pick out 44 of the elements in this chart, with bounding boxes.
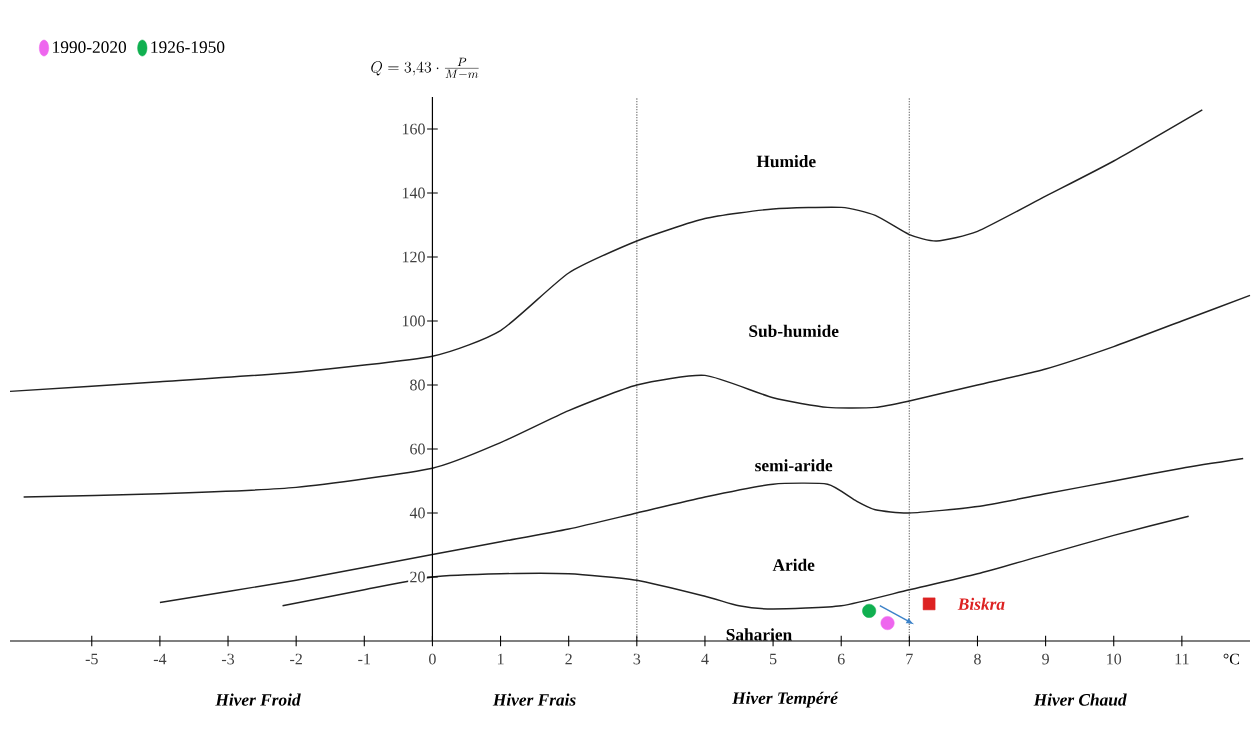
x-tick-label: 9	[1042, 653, 1049, 665]
legend-label: 1926-1950	[151, 41, 225, 53]
text: Hiver Froid	[215, 693, 301, 706]
annotation: Sub-humide	[749, 324, 839, 338]
line-series	[9, 109, 1204, 393]
y-tick-label: 140	[402, 187, 425, 199]
x-tick-label: -2	[290, 653, 302, 665]
legend-label: 1990-2020	[53, 41, 127, 53]
chart-title: $Q = 3{,}43 \cdot \frac{P}{M - m}$	[371, 57, 479, 78]
x-tick-label: -1	[358, 653, 370, 665]
x-axis-title: °C	[1223, 653, 1240, 665]
x-tick-label: 2	[565, 653, 572, 665]
point	[862, 603, 877, 618]
text: Hiver Tempéré	[732, 691, 839, 708]
x-tick-label: 0	[429, 653, 436, 665]
y-tick-label: 120	[402, 251, 425, 263]
x-tick-label: 7	[906, 653, 913, 665]
y-tick-label: 80	[410, 379, 425, 391]
annotation: Humide	[756, 155, 816, 168]
annotation: Aride	[772, 558, 815, 571]
x-tick-label: -5	[85, 653, 98, 665]
x-tick-label: 1	[497, 653, 504, 665]
x-tick-label: 4	[701, 653, 709, 665]
y-tick-label: 40	[409, 507, 425, 519]
text: Hiver Chaud	[1033, 693, 1127, 706]
point	[922, 597, 936, 611]
y-tick-label: 160	[402, 123, 425, 135]
x-tick-label: 10	[1107, 653, 1122, 665]
x-tick-label: 8	[974, 653, 981, 665]
annotation: Saharien	[726, 628, 792, 641]
x-tick-label: -4	[153, 653, 167, 665]
x-tick-label: -3	[221, 653, 235, 665]
point	[880, 616, 895, 630]
annotation: semi-aride	[755, 459, 833, 472]
y-tick-label: 100	[402, 315, 425, 327]
x-tick-label: 11	[1175, 653, 1189, 665]
x-tick-label: 3	[633, 653, 641, 665]
x-tick-label: 5	[770, 653, 777, 665]
line-series	[22, 294, 1251, 498]
x-tick-label: 6	[837, 653, 845, 665]
series-label: Biskra	[957, 597, 1005, 610]
text: Hiver Frais	[492, 693, 576, 706]
y-tick-label: 20	[410, 571, 425, 583]
y-tick-label: 60	[410, 443, 425, 455]
